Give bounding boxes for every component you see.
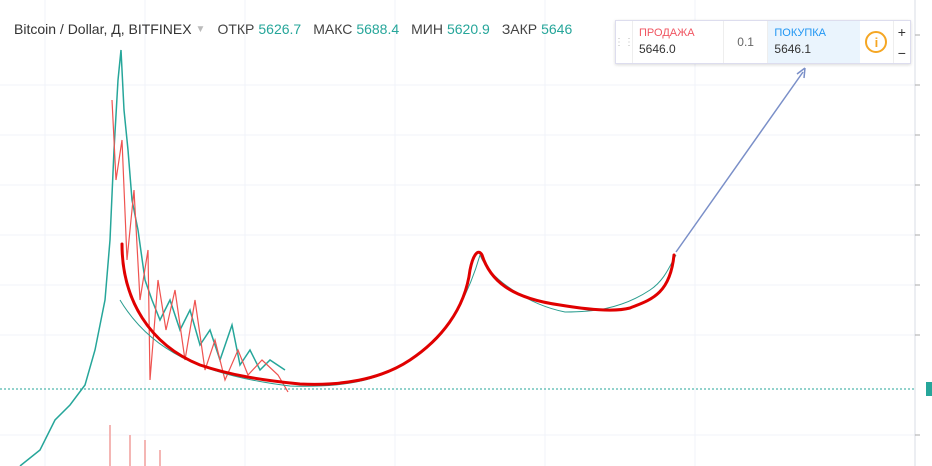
high-value: 5688.4: [356, 21, 400, 37]
trade-panel: ⋮⋮ ПРОДАЖА 5646.0 0.1 ПОКУПКА 5646.1 i +…: [614, 20, 911, 64]
price-marker: [926, 382, 932, 396]
close-label: ЗАКР: [501, 21, 538, 37]
low-label: МИН: [411, 21, 443, 37]
axis-ticks: [915, 34, 920, 436]
arrow-head: [796, 67, 806, 79]
buy-price: 5646.1: [774, 42, 812, 56]
zoom-in[interactable]: +: [897, 23, 906, 40]
drag-handle[interactable]: ⋮⋮: [614, 36, 634, 48]
high-label: МАКС: [313, 21, 353, 37]
buy-label: ПОКУПКА: [774, 27, 827, 39]
info-button[interactable]: i: [860, 21, 893, 63]
zoom-controls: + −: [892, 21, 910, 63]
volume-bars: [109, 425, 161, 466]
zoom-out[interactable]: −: [897, 44, 906, 61]
sell-price: 5646.0: [639, 42, 676, 56]
open-value: 5626.7: [258, 21, 302, 37]
low-value: 5620.9: [446, 21, 490, 37]
open-label: ОТКР: [217, 21, 255, 37]
sell-label: ПРОДАЖА: [639, 27, 695, 39]
symbol[interactable]: Bitcoin / Dollar, Д, BITFINEX: [14, 21, 192, 37]
price-candles-up: [19, 49, 286, 466]
price-candles-down: [111, 99, 289, 393]
arrow-line: [675, 71, 804, 253]
close-value: 5646: [541, 21, 573, 37]
quantity[interactable]: 0.1: [722, 21, 769, 63]
buy-button[interactable]: ПОКУПКА 5646.1: [768, 21, 861, 63]
drawn-curve: [120, 242, 676, 386]
sell-button[interactable]: ПРОДАЖА 5646.0: [632, 21, 723, 63]
dropdown-caret[interactable]: ▼: [195, 23, 206, 35]
info-icon: i: [865, 31, 888, 53]
symbol-header: Bitcoin / Dollar, Д, BITFINEX ▼ ОТКР 562…: [14, 21, 572, 37]
